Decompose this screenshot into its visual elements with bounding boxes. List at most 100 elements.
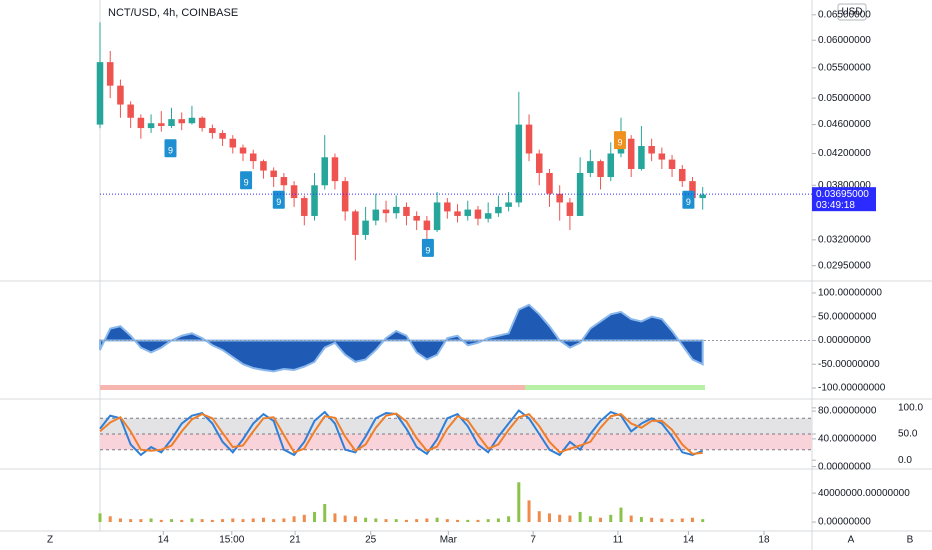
currency-label: USD (841, 7, 862, 18)
signal-badge (240, 171, 253, 190)
y-tick-label: -100.00000000 (818, 383, 886, 394)
last-price-label: 0.03695000 (816, 189, 869, 200)
y-tick-label: 0.03200000 (818, 234, 871, 245)
volume-bar (568, 515, 572, 523)
signal-label: 9 (617, 138, 622, 148)
signal-badge (421, 238, 434, 257)
x-tick-label: 18 (758, 535, 770, 546)
volume-bar (690, 517, 694, 523)
candle-body (311, 185, 318, 216)
volume-bar (364, 517, 368, 523)
volume-bar (190, 518, 194, 523)
candle-body (525, 124, 533, 154)
volume-bar (210, 519, 214, 523)
candle-body (495, 206, 502, 214)
signal-label: 9 (244, 178, 249, 188)
y-tick-label: 0.05000000 (818, 93, 871, 104)
x-tick-label: 25 (365, 535, 377, 546)
candle-body (372, 209, 380, 221)
toolbar-button[interactable]: B (907, 535, 914, 546)
candle-body (137, 117, 145, 129)
y-tick-label: 0.06500000 (818, 9, 871, 20)
candle-body (341, 181, 349, 212)
candle-body (260, 161, 267, 171)
candle-body (362, 220, 369, 235)
candle-body (515, 124, 523, 203)
volume-bar (650, 517, 654, 523)
y-tick-label: 50.00000000 (818, 311, 877, 322)
x-tick-label: 14 (683, 535, 695, 546)
candle-body (627, 138, 635, 169)
candle-body (699, 194, 706, 199)
volume-bar (404, 519, 408, 523)
y-tick-label: 50.0 (898, 429, 918, 440)
stoch-line (99, 412, 703, 455)
candle-body (403, 206, 410, 216)
y-tick-label: 80.00000000 (818, 406, 877, 417)
candle-body (433, 202, 441, 231)
signal-strip (525, 385, 705, 390)
volume-bar (547, 513, 551, 523)
volume-bar (680, 518, 684, 523)
candle-body (689, 181, 696, 199)
y-tick-label: 0.00000000 (818, 517, 871, 528)
candle-body (423, 220, 431, 231)
volume-bar (466, 519, 470, 523)
volume-bar (251, 518, 255, 523)
candle-body (352, 211, 359, 235)
volume-bar (476, 519, 480, 523)
level-band (100, 418, 812, 434)
currency-badge[interactable] (837, 3, 867, 21)
volume-bar (578, 511, 582, 523)
candle-body (597, 161, 604, 178)
volume-bar (282, 518, 286, 523)
volume-bar (200, 519, 204, 523)
y-tick-label: 0.04600000 (818, 119, 871, 130)
volume-bar (486, 519, 490, 523)
candle-body (668, 159, 676, 169)
volume-bar (599, 517, 603, 523)
candle-body (546, 172, 553, 194)
signal-badge (272, 190, 285, 209)
signal-label: 9 (425, 245, 430, 255)
y-tick-label: 0.03800000 (818, 180, 871, 191)
toolbar-button[interactable]: Z (47, 535, 53, 546)
signal-label: 9 (168, 146, 173, 156)
candle-body (117, 85, 124, 105)
candle-body (209, 128, 216, 133)
candle-body (290, 185, 298, 199)
candle-body (474, 209, 482, 219)
candle-body (464, 209, 472, 216)
signal-strip (100, 385, 525, 390)
volume-bar (149, 518, 153, 523)
candle-body (127, 104, 134, 118)
volume-bar (435, 517, 439, 523)
signal-label: 9 (276, 197, 281, 207)
volume-bar (456, 519, 460, 523)
y-tick-label: 0.00000000 (818, 335, 871, 346)
volume-bar (384, 519, 388, 523)
candle-body (444, 202, 451, 212)
signal-badge (164, 139, 177, 158)
volume-bar (670, 519, 674, 523)
volume-bar (496, 518, 500, 523)
oscillator-area (99, 303, 704, 373)
stoch-line (99, 409, 704, 457)
candle-body (188, 117, 196, 124)
y-tick-label: 0.05500000 (818, 62, 871, 73)
volume-bar (170, 519, 174, 523)
volume-bar (394, 519, 398, 523)
candle-body (382, 209, 390, 214)
volume-bar (629, 515, 633, 523)
candle-body (392, 206, 400, 214)
toolbar-button[interactable]: A (848, 535, 855, 546)
volume-bar (701, 519, 705, 523)
y-tick-label: 40.00000000 (818, 433, 877, 444)
candle-body (321, 157, 329, 186)
countdown-label: 03:49:18 (816, 200, 855, 211)
candle-body (505, 202, 512, 207)
candle-body (198, 117, 206, 129)
volume-bar (374, 518, 378, 523)
volume-bar (241, 519, 245, 523)
